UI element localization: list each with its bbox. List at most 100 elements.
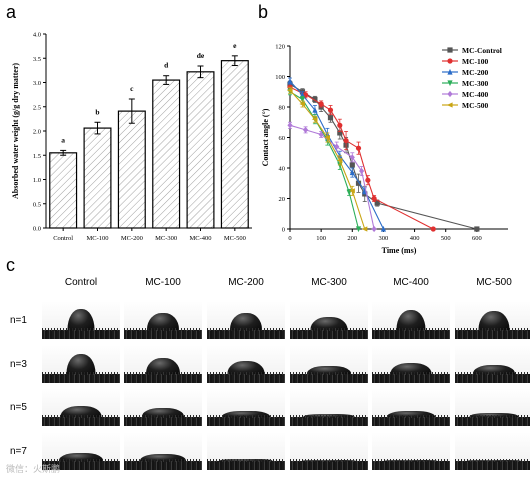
x-tick-label: 200 [347,235,357,242]
legend-marker [447,80,453,87]
water-droplet [307,366,351,375]
data-point [371,225,377,233]
substrate-surface [455,372,530,383]
data-point [380,225,387,232]
data-point [287,122,293,129]
droplet-image [455,345,530,383]
line-chart-contact-angle: 0 20 40 60 80 100 120 0 100 200 300 400 500 600 Time (… [261,44,508,255]
data-point [349,169,355,176]
series-line [289,86,434,230]
substrate-surface [207,415,285,426]
droplet-image [455,432,530,470]
data-point [374,200,380,206]
water-droplet [310,317,348,331]
droplet-image [290,301,368,339]
legend-label: MC-400 [462,90,488,99]
data-point [355,180,362,186]
water-droplet [59,453,103,462]
droplet-image [290,345,368,383]
legend-label: MC-200 [462,68,488,77]
panel-label-b: b [258,2,269,22]
y-tick-label: 3.5 [33,56,41,63]
legend-label: MC-100 [462,57,488,66]
x-tick-label: MC-200 [121,235,143,242]
series-line [289,91,360,230]
y-axis-label: Contact angle (°) [261,108,270,166]
x-tick-label: 500 [441,235,451,242]
droplet-image [290,388,368,426]
y-tick-label: 1.5 [33,153,41,160]
substrate-surface [290,372,368,383]
legend-marker [446,102,453,108]
substrate-surface [124,459,202,470]
legend-label: MC-500 [462,101,488,110]
y-tick-label: 0.0 [33,226,41,233]
substrate-surface [290,415,368,426]
substrate-surface [372,459,450,470]
y-tick-label: 0 [282,227,285,234]
y-tick-label: 0.5 [33,201,41,208]
legend-marker [447,68,453,75]
droplet-image [290,432,368,470]
substrate-surface [207,459,285,470]
substrate-surface [42,459,120,470]
droplet-image [455,388,530,426]
droplet-image [42,301,120,339]
series-MC-500 [286,86,368,232]
y-tick-label: 2.0 [33,129,41,136]
water-droplet [396,310,426,331]
row-label: n=3 [10,359,27,370]
bar-chart-absorbed-water: 0.0 0.5 1.0 1.5 2.0 2.5 3.0 3.5 4.0 Absorbed wate… [11,32,252,242]
y-tick-label: 80 [279,105,286,112]
substrate-surface [455,415,530,426]
y-tick-label: 60 [279,135,286,142]
data-point [324,134,330,141]
data-point [361,226,368,232]
water-droplet [67,309,95,331]
droplet-image [42,432,120,470]
legend-label: MC-Control [462,46,502,55]
significance-label: c [130,84,134,93]
x-tick-label: 0 [288,235,291,242]
bar [49,152,78,229]
row-label: n=1 [10,315,27,326]
data-point [312,106,318,113]
data-point [337,130,343,136]
data-point [349,188,355,194]
water-droplet [147,313,179,331]
legend-marker [447,47,453,53]
y-tick-label: 40 [279,166,286,173]
column-header: MC-400 [393,277,429,288]
water-droplet [387,411,435,418]
significance-label: de [197,51,205,60]
data-point [371,195,377,202]
legend-marker [447,58,453,64]
series-line [289,124,375,230]
water-droplet [146,358,180,375]
data-point [334,143,340,150]
data-point [430,226,436,232]
droplet-image [124,388,202,426]
column-header: MC-200 [228,277,264,288]
substrate-surface [207,328,285,339]
series-MC-100 [287,83,436,232]
data-point [299,101,306,107]
x-tick-label: MC-300 [155,235,177,242]
significance-label: b [95,107,99,116]
column-header: MC-100 [145,277,181,288]
droplet-image [124,345,202,383]
y-tick-label: 2.5 [33,104,41,111]
bar [152,79,181,229]
substrate-surface [124,372,202,383]
legend-label: MC-300 [462,79,488,88]
y-axis-label: Absorbed water weight (g/g dry matter) [11,63,20,199]
panel-label-a: a [6,2,17,22]
x-tick-label: Control [53,235,73,242]
series-MC-400 [287,121,377,233]
watermark: 微信：火斯鹏 [6,465,61,475]
water-droplet [142,408,184,418]
data-point [337,122,343,128]
bar [186,71,215,229]
x-tick-label: MC-400 [189,235,211,242]
water-droplet [140,454,186,462]
